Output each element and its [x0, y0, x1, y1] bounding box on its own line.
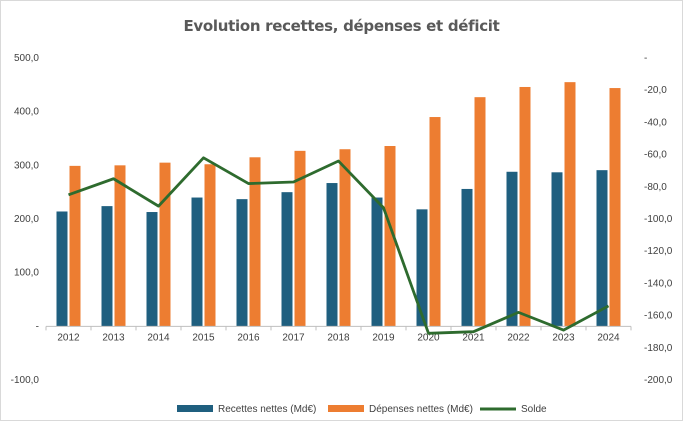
bar-recettes: [326, 183, 338, 327]
legend-label: Solde: [521, 404, 547, 415]
bar-depenses: [249, 157, 261, 327]
bar-recettes: [56, 211, 68, 327]
y-right-tick-label: -80,0: [644, 182, 667, 193]
y-right-tick-label: -40,0: [644, 117, 667, 128]
y-right-tick-label: -140,0: [644, 278, 673, 289]
x-tick-label: 2016: [237, 332, 260, 343]
bar-depenses: [609, 88, 621, 327]
x-tick-label: 2023: [552, 332, 575, 343]
x-tick-label: 2012: [57, 332, 80, 343]
bar-depenses: [384, 146, 396, 327]
y-right-tick-label: -100,0: [644, 214, 673, 225]
bar-depenses: [519, 86, 531, 327]
bar-recettes: [506, 171, 518, 327]
x-tick-label: 2013: [102, 332, 125, 343]
bar-recettes: [371, 197, 383, 327]
x-tick-label: 2021: [462, 332, 485, 343]
y-right-tick-label: -180,0: [644, 343, 673, 354]
x-tick-label: 2017: [282, 332, 305, 343]
y-left-tick-label: -100,0: [11, 375, 40, 386]
bar-depenses: [429, 117, 441, 327]
chart-title: Evolution recettes, dépenses et déficit: [183, 17, 500, 35]
y-right-tick-label: -60,0: [644, 150, 667, 161]
x-tick-label: 2022: [507, 332, 530, 343]
bar-recettes: [191, 197, 203, 327]
y-right-tick-label: -160,0: [644, 311, 673, 322]
x-tick-label: 2024: [597, 332, 620, 343]
bar-recettes: [596, 170, 608, 327]
bar-recettes: [146, 212, 158, 327]
bar-depenses: [294, 150, 306, 327]
y-right-tick-label: -120,0: [644, 246, 673, 257]
legend-label: Recettes nettes (Md€): [218, 404, 316, 415]
bar-recettes: [236, 199, 248, 327]
bar-depenses: [159, 162, 171, 327]
y-left-tick-label: -: [36, 321, 39, 332]
legend-swatch: [177, 405, 213, 412]
y-right-tick-label: -200,0: [644, 375, 673, 386]
legend-swatch: [328, 405, 364, 412]
bar-recettes: [461, 188, 473, 327]
y-left-tick-label: 300,0: [14, 160, 39, 171]
line-solde: [68, 156, 610, 335]
bar-recettes: [281, 192, 293, 327]
y-right-tick-label: -: [644, 53, 647, 64]
x-tick-label: 2014: [147, 332, 170, 343]
x-tick-label: 2019: [372, 332, 395, 343]
bar-depenses: [339, 149, 351, 327]
bar-depenses: [204, 164, 216, 327]
y-left-tick-label: 100,0: [14, 268, 39, 279]
bar-depenses: [474, 97, 486, 327]
bar-depenses: [564, 82, 576, 327]
bar-recettes: [416, 209, 428, 327]
x-tick-label: 2020: [417, 332, 440, 343]
x-tick-label: 2015: [192, 332, 215, 343]
bar-depenses: [114, 165, 126, 327]
bar-recettes: [101, 206, 113, 327]
bar-depenses: [69, 165, 81, 327]
y-left-tick-label: 400,0: [14, 107, 39, 118]
y-left-tick-label: 500,0: [14, 53, 39, 64]
y-right-tick-label: -20,0: [644, 85, 667, 96]
x-tick-label: 2018: [327, 332, 350, 343]
legend-label: Dépenses nettes (Md€): [369, 404, 473, 415]
y-left-tick-label: 200,0: [14, 214, 39, 225]
bar-recettes: [551, 172, 563, 327]
